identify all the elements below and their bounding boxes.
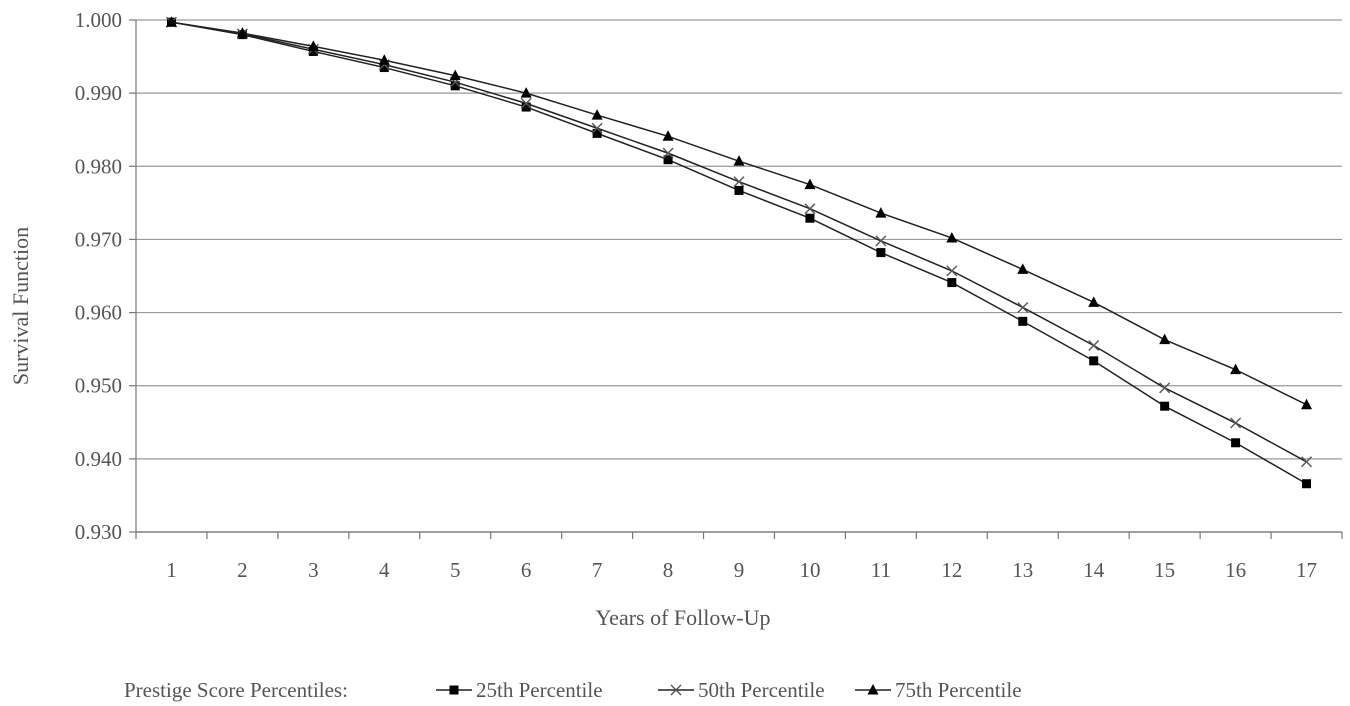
data-point-square	[1018, 316, 1028, 326]
data-point-triangle	[307, 40, 319, 51]
series-line	[171, 21, 1307, 485]
x-tick-label: 9	[734, 558, 745, 582]
x-tick-label: 1	[166, 558, 177, 582]
y-tick-label: 0.940	[75, 447, 122, 471]
x-tick-label: 4	[379, 558, 390, 582]
legend-label: 50th Percentile	[698, 678, 825, 702]
data-point-square	[1302, 479, 1312, 489]
x-tick-label: 2	[237, 558, 248, 582]
x-tick-label: 17	[1296, 558, 1317, 582]
data-point-square	[663, 155, 673, 165]
series-2	[165, 16, 1313, 468]
x-tick-label: 5	[450, 558, 461, 582]
legend-label: 25th Percentile	[476, 678, 603, 702]
y-tick-label: 0.950	[75, 374, 122, 398]
legend-marker-x	[670, 684, 682, 696]
x-tick-label: 10	[799, 558, 820, 582]
data-point-x	[875, 235, 887, 247]
x-tick-label: 15	[1154, 558, 1175, 582]
x-tick-label: 11	[871, 558, 891, 582]
data-point-square	[1089, 356, 1099, 366]
data-point-square	[734, 185, 744, 195]
data-point-triangle	[662, 130, 674, 141]
data-point-x	[804, 203, 816, 215]
data-point-x	[946, 265, 958, 277]
legend-title: Prestige Score Percentiles:	[124, 678, 348, 702]
data-point-square	[308, 46, 318, 56]
y-tick-label: 0.970	[75, 227, 122, 251]
data-point-square	[379, 63, 389, 73]
x-tick-label: 7	[592, 558, 603, 582]
y-tick-label: 0.990	[75, 81, 122, 105]
data-point-x	[520, 97, 532, 109]
series-line	[171, 21, 1307, 463]
data-point-triangle	[520, 87, 532, 98]
legend-entry: 50th Percentile	[658, 678, 825, 702]
data-point-square	[1231, 438, 1241, 448]
x-tick-label: 13	[1012, 558, 1033, 582]
data-point-square	[592, 128, 602, 138]
data-point-triangle	[1088, 296, 1100, 307]
data-point-square	[876, 248, 886, 258]
x-tick-label: 16	[1225, 558, 1246, 582]
x-tick-label: 6	[521, 558, 532, 582]
data-point-x	[733, 176, 745, 188]
data-point-x	[1159, 382, 1171, 394]
data-point-triangle	[733, 155, 745, 166]
data-point-square	[450, 81, 460, 91]
x-tick-labels: 1 2 3 4 5 6 7 8 9 10 11 12 13 14 15 16 17	[166, 558, 1317, 582]
series-line	[171, 21, 1307, 406]
data-point-square	[947, 278, 957, 288]
data-point-triangle	[1017, 263, 1029, 274]
y-tick-label: 1.000	[75, 8, 122, 32]
data-point-triangle	[1301, 398, 1313, 410]
y-tick-labels: 0.930 0.940 0.950 0.960 0.970 0.980 0.990 1.000	[75, 8, 122, 544]
x-axis-title: Years of Follow-Up	[596, 605, 771, 630]
data-point-triangle	[804, 178, 816, 190]
x-tick-label: 3	[308, 558, 319, 582]
series-3	[165, 16, 1313, 410]
legend-label: 75th Percentile	[895, 678, 1022, 702]
data-point-triangle	[165, 16, 177, 27]
series-layer	[165, 16, 1313, 489]
y-axis-title: Survival Function	[8, 227, 33, 385]
data-point-triangle	[449, 69, 461, 81]
x-tick-label: 14	[1083, 558, 1105, 582]
legend: Prestige Score Percentiles: 25th Percent…	[124, 678, 1022, 702]
data-point-x	[591, 122, 603, 134]
data-point-triangle	[591, 109, 603, 120]
x-tick-label: 8	[663, 558, 674, 582]
data-point-triangle	[1230, 363, 1242, 375]
data-point-x	[1088, 339, 1100, 351]
data-point-square	[1160, 401, 1170, 411]
data-point-triangle	[1159, 333, 1171, 345]
y-tick-label: 0.980	[75, 154, 122, 178]
data-point-x	[662, 147, 674, 159]
data-point-triangle	[378, 54, 390, 65]
data-point-triangle	[236, 27, 248, 38]
data-point-square	[805, 213, 815, 223]
y-tick-label: 0.930	[75, 520, 122, 544]
data-point-x	[1017, 301, 1029, 313]
gridlines	[136, 19, 1342, 533]
data-point-triangle	[875, 207, 887, 218]
x-tick-label: 12	[941, 558, 962, 582]
axes	[129, 19, 1343, 539]
data-point-triangle	[946, 231, 958, 243]
data-point-square	[521, 102, 531, 112]
legend-marker-triangle	[867, 684, 879, 695]
series-1	[166, 17, 1312, 489]
legend-entry: 25th Percentile	[436, 678, 603, 702]
legend-marker-square	[449, 685, 459, 695]
y-tick-label: 0.960	[75, 301, 122, 325]
legend-entry: 75th Percentile	[855, 678, 1022, 702]
data-point-x	[1230, 417, 1242, 429]
data-point-x	[1301, 456, 1313, 468]
